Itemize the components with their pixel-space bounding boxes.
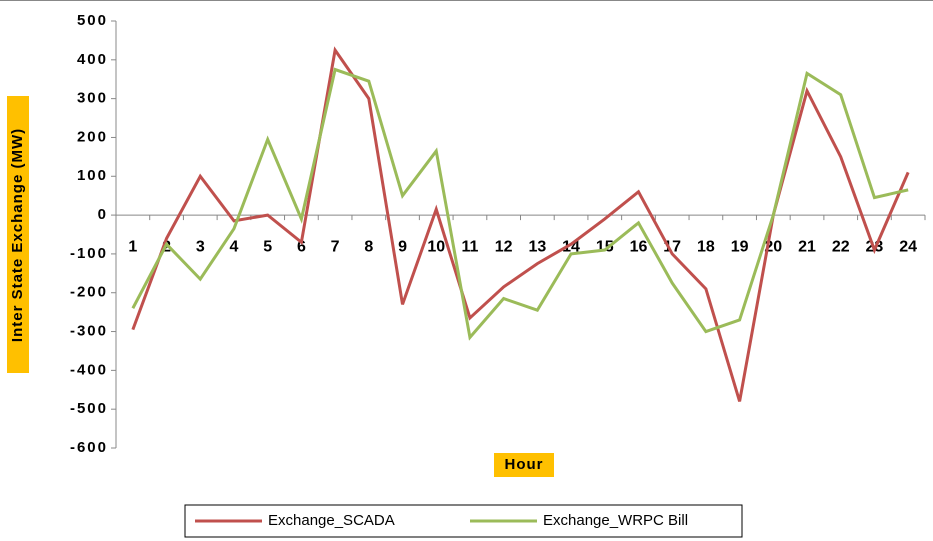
y-tick-label: -100 <box>70 245 108 262</box>
y-axis-title-bg <box>7 96 29 373</box>
y-tick-label: -500 <box>70 400 108 417</box>
x-axis-title-bg <box>494 453 554 477</box>
x-tick-label: 18 <box>697 238 715 255</box>
x-tick-label: 17 <box>663 238 681 255</box>
x-tick-label: 19 <box>731 238 749 255</box>
x-tick-label: 9 <box>398 238 407 255</box>
y-tick-label: 0 <box>98 206 108 223</box>
x-tick-label: 11 <box>461 238 478 255</box>
x-tick-label: 8 <box>364 238 373 255</box>
y-tick-label: 400 <box>77 51 108 68</box>
x-tick-label: 10 <box>427 238 445 255</box>
y-tick-label: 100 <box>77 167 108 184</box>
y-tick-label: 300 <box>77 90 108 107</box>
x-tick-label: 12 <box>495 238 513 255</box>
legend-label: Exchange_SCADA <box>268 512 395 529</box>
y-tick-label: 500 <box>77 12 108 29</box>
y-tick-label: -600 <box>70 439 108 456</box>
x-tick-label: 7 <box>331 238 340 255</box>
x-tick-label: 13 <box>528 238 546 255</box>
x-tick-label: 21 <box>798 238 816 255</box>
x-tick-label: 16 <box>630 238 648 255</box>
x-tick-label: 4 <box>230 238 239 255</box>
x-axis-title: Hour <box>505 456 544 473</box>
legend-box <box>184 504 743 538</box>
y-tick-label: 200 <box>77 128 108 145</box>
x-tick-label: 1 <box>128 238 137 255</box>
series-line <box>131 46 910 402</box>
y-axis-title: Inter State Exchange (MW) <box>9 128 26 342</box>
y-tick-label: -400 <box>70 361 108 378</box>
series-line <box>131 67 909 341</box>
y-tick-label: -200 <box>70 284 108 301</box>
x-tick-label: 22 <box>832 238 850 255</box>
x-tick-label: 24 <box>899 238 917 255</box>
x-tick-label: 3 <box>196 238 205 255</box>
y-tick-label: -300 <box>70 323 108 340</box>
legend-label: Exchange_WRPC Bill <box>543 512 688 529</box>
x-tick-label: 5 <box>263 238 272 255</box>
x-tick-label: 6 <box>297 238 306 255</box>
